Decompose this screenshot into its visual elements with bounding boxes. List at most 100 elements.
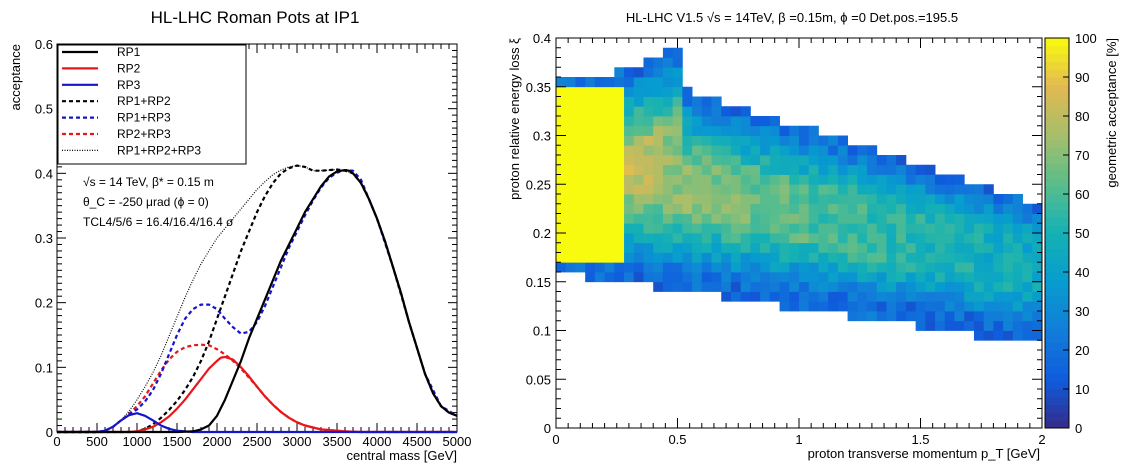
heatmap-cell — [653, 135, 664, 146]
x-tick-label: 0 — [552, 432, 559, 447]
heatmap-cell — [750, 291, 761, 302]
heatmap-cell — [604, 203, 615, 214]
heatmap-cell — [799, 223, 810, 234]
heatmap-cell — [750, 272, 761, 283]
x-tick-label: 1000 — [123, 434, 152, 449]
heatmap-cell — [925, 233, 936, 244]
heatmap-cell — [915, 311, 926, 322]
heatmap-cell — [604, 223, 615, 234]
heatmap-cell — [954, 233, 965, 244]
heatmap-cell — [944, 184, 955, 195]
heatmap-cell — [808, 135, 819, 146]
heatmap-cell — [614, 272, 625, 283]
heatmap-cell — [633, 155, 644, 166]
legend-label: RP2+RP3 — [117, 127, 171, 141]
heatmap-cell — [721, 233, 732, 244]
heatmap-cell — [915, 233, 926, 244]
heatmap-cell — [672, 233, 683, 244]
heatmap-cell — [1032, 213, 1043, 224]
heatmap-cell — [935, 262, 946, 273]
heatmap-cell — [857, 272, 868, 283]
heatmap-cell — [643, 67, 654, 78]
y-tick-label: 0.25 — [526, 177, 551, 192]
heatmap-cell — [711, 125, 722, 136]
heatmap-cell — [789, 291, 800, 302]
heatmap-cell — [935, 233, 946, 244]
heatmap-cell — [760, 194, 771, 205]
y-tick-label: 0.3 — [35, 231, 53, 246]
heatmap-cell — [1003, 252, 1014, 263]
heatmap-cell — [721, 164, 732, 175]
heatmap-cell — [633, 77, 644, 88]
heatmap-cell — [944, 291, 955, 302]
heatmap-cell — [896, 155, 907, 166]
heatmap-cell — [701, 106, 712, 117]
heatmap-cell — [1022, 252, 1033, 263]
heatmap-cell — [799, 301, 810, 312]
legend-label: RP1+RP3 — [117, 111, 171, 125]
heatmap-cell — [944, 320, 955, 331]
heatmap-cell — [808, 203, 819, 214]
heatmap-cell — [556, 77, 567, 88]
heatmap-cell — [808, 155, 819, 166]
heatmap-cell — [585, 155, 596, 166]
heatmap-cell — [760, 203, 771, 214]
legend-label: RP1+RP2+RP3 — [117, 143, 201, 157]
heatmap-cell — [701, 155, 712, 166]
heatmap-cell — [993, 233, 1004, 244]
heatmap-cell — [604, 145, 615, 156]
annotation-collimators: TCL4/5/6 = 16.4/16.4/16.4 σ — [83, 215, 234, 229]
heatmap-cell — [740, 116, 751, 127]
heatmap-cell — [585, 174, 596, 185]
heatmap-cell — [964, 272, 975, 283]
heatmap-cell — [867, 164, 878, 175]
heatmap-cell — [662, 203, 674, 214]
heatmap-cell — [624, 106, 635, 117]
heatmap-cell — [837, 155, 848, 166]
heatmap-cell — [896, 223, 907, 234]
heatmap-cell — [565, 213, 576, 224]
heatmap-cell — [925, 242, 936, 253]
heatmap-cell — [711, 233, 722, 244]
heatmap-cell — [837, 223, 848, 234]
heatmap-cell — [1012, 311, 1023, 322]
heatmap-cell — [643, 106, 654, 117]
heatmap-cell — [799, 242, 810, 253]
heatmap-cell — [818, 272, 829, 283]
heatmap-cell — [876, 281, 887, 292]
heatmap-cell — [585, 106, 596, 117]
heatmap-cell — [740, 272, 751, 283]
heatmap-cell — [867, 281, 878, 292]
heatmap-cell — [740, 155, 751, 166]
heatmap-cell — [867, 145, 878, 156]
heatmap-cell — [692, 213, 703, 224]
heatmap-cell — [565, 96, 576, 107]
heatmap-cell — [682, 116, 693, 127]
heatmap-cell — [604, 194, 615, 205]
y-tick-label: 0.4 — [533, 31, 551, 46]
heatmap-cell — [1012, 320, 1023, 331]
heatmap-cell — [594, 233, 605, 244]
heatmap-cell — [614, 203, 625, 214]
heatmap-cell — [828, 194, 839, 205]
heatmap-cell — [905, 242, 917, 253]
heatmap-cell — [789, 155, 800, 166]
heatmap-cell — [925, 184, 936, 195]
heatmap-cell — [799, 164, 810, 175]
heatmap-cell — [633, 242, 644, 253]
heatmap-cell — [828, 184, 839, 195]
legend-label: RP1+RP2 — [117, 94, 171, 108]
heatmap-cell — [672, 262, 683, 273]
colorbar-tick-label: 80 — [1075, 109, 1089, 124]
heatmap-cell — [973, 233, 985, 244]
heatmap-cell — [594, 194, 605, 205]
heatmap-cell — [867, 301, 878, 312]
heatmap-cell — [886, 194, 897, 205]
heatmap-cell — [1003, 311, 1014, 322]
heatmap-cell — [915, 320, 926, 331]
heatmap-cell — [721, 135, 732, 146]
heatmap-cell — [818, 223, 829, 234]
heatmap-cell — [799, 291, 810, 302]
heatmap-cell — [643, 116, 654, 127]
heatmap-cell — [779, 242, 790, 253]
